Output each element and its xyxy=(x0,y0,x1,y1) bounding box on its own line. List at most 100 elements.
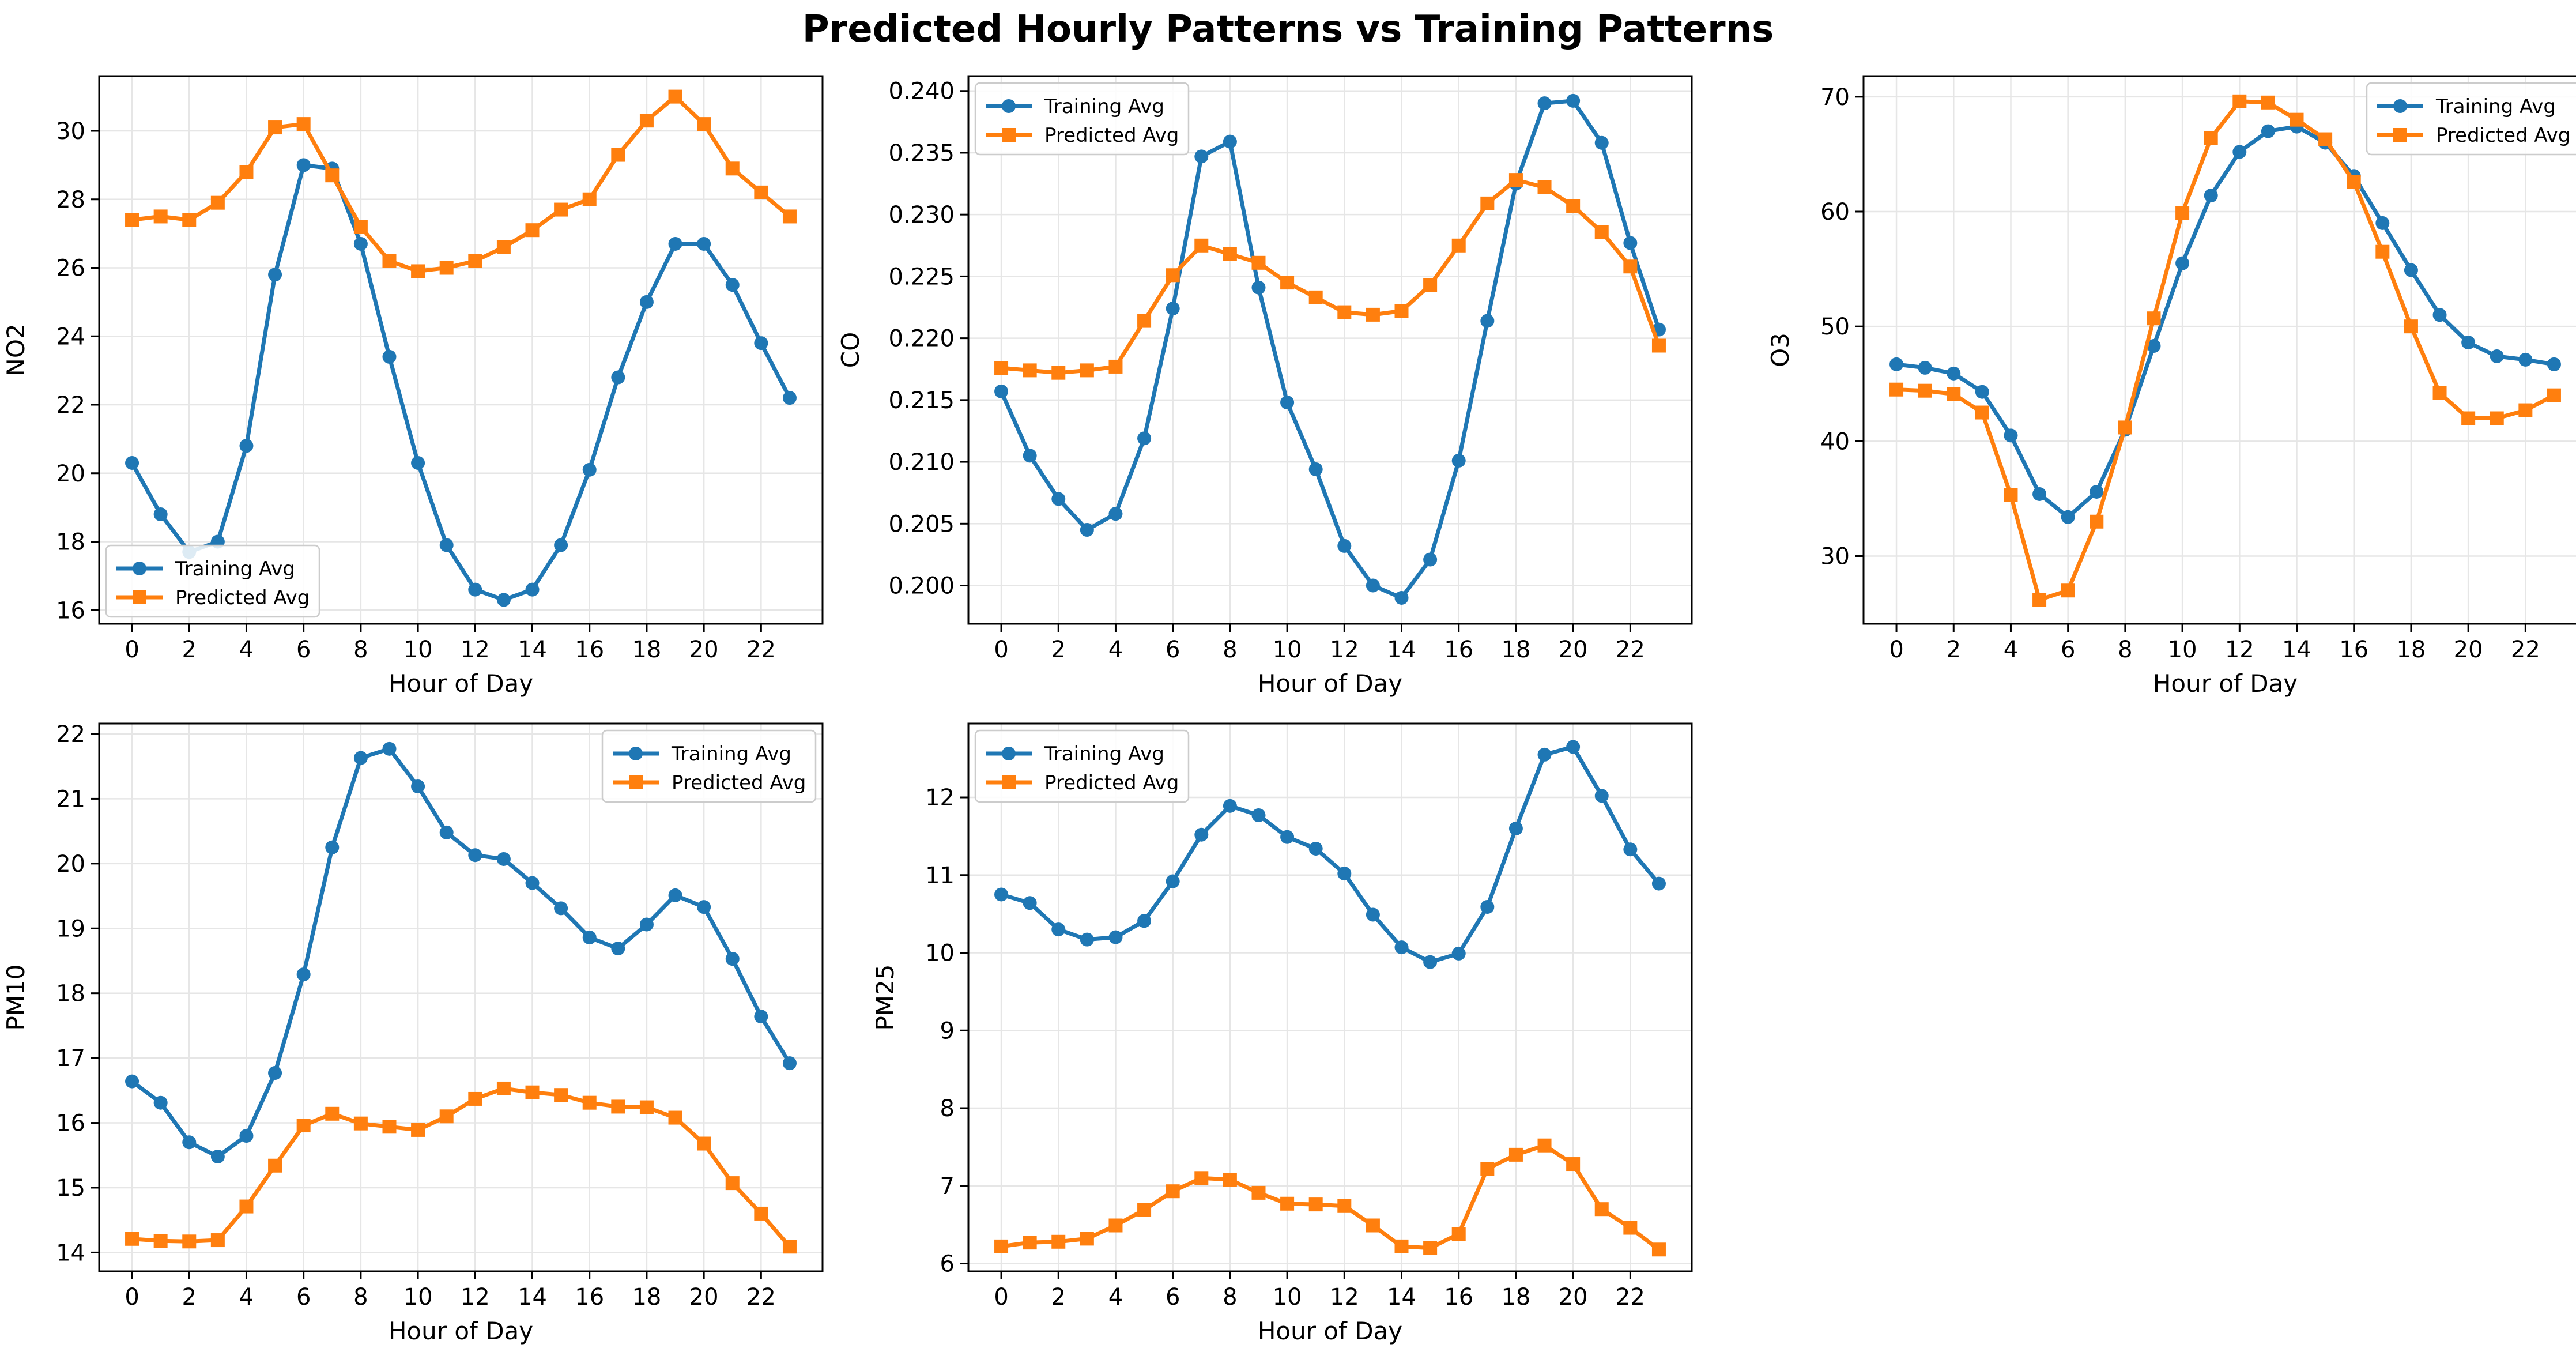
data-point xyxy=(994,384,1009,398)
data-point xyxy=(1566,1157,1581,1172)
data-point xyxy=(1223,134,1237,149)
data-point xyxy=(1889,357,1904,371)
data-point xyxy=(1947,366,1961,381)
y-axis-label: O3 xyxy=(1766,333,1794,367)
y-tick-label: 14 xyxy=(56,1240,85,1266)
data-point xyxy=(468,848,482,863)
data-point xyxy=(1166,268,1180,283)
data-point xyxy=(411,1123,425,1137)
data-point xyxy=(325,840,340,854)
data-point xyxy=(2347,175,2361,189)
y-tick-label: 20 xyxy=(56,461,85,487)
legend-swatch-marker xyxy=(1002,747,1016,760)
data-point xyxy=(725,161,740,176)
data-point xyxy=(2547,388,2561,402)
data-point xyxy=(725,278,740,292)
data-point xyxy=(611,370,625,385)
data-point xyxy=(2061,510,2075,524)
legend-label: Training Avg xyxy=(175,558,295,581)
data-point xyxy=(1166,302,1180,316)
x-axis-label: Hour of Day xyxy=(389,669,533,698)
x-tick-label: 10 xyxy=(403,1284,433,1310)
data-point xyxy=(1566,93,1581,108)
data-point xyxy=(1223,1172,1237,1187)
data-point xyxy=(2518,403,2533,417)
data-point xyxy=(2490,349,2504,363)
data-point xyxy=(353,751,368,765)
data-point xyxy=(325,1106,340,1121)
legend-label: Training Avg xyxy=(2435,95,2556,118)
data-point xyxy=(2147,339,2161,353)
data-point xyxy=(1308,290,1323,304)
data-point xyxy=(1623,259,1638,274)
data-point xyxy=(639,114,654,128)
data-point xyxy=(754,185,768,199)
data-point xyxy=(439,538,454,552)
x-tick-label: 16 xyxy=(2339,637,2368,663)
data-point xyxy=(1137,914,1152,928)
data-point xyxy=(782,1056,797,1071)
data-point xyxy=(382,349,397,364)
data-point xyxy=(496,852,511,866)
data-point xyxy=(1337,538,1352,553)
data-point xyxy=(239,1199,254,1214)
data-point xyxy=(1023,1236,1037,1250)
y-tick-label: 28 xyxy=(56,187,85,213)
y-tick-label: 22 xyxy=(56,392,85,419)
x-axis-label: Hour of Day xyxy=(389,1317,533,1345)
y-tick-label: 18 xyxy=(56,981,85,1007)
y-tick-label: 20 xyxy=(56,851,85,878)
data-point xyxy=(239,1129,254,1143)
y-tick-label: 0.205 xyxy=(888,511,955,537)
data-point xyxy=(1451,1227,1466,1241)
data-point xyxy=(1423,1241,1438,1255)
data-point xyxy=(125,1074,139,1089)
y-tick-label: 9 xyxy=(940,1018,955,1044)
data-point xyxy=(353,236,368,251)
data-point xyxy=(1537,1138,1552,1153)
x-tick-label: 8 xyxy=(353,637,368,663)
data-point xyxy=(1194,1171,1209,1185)
data-point xyxy=(325,168,340,183)
data-point xyxy=(2232,145,2247,159)
x-tick-label: 0 xyxy=(1889,637,1903,663)
data-point xyxy=(782,391,797,405)
data-point xyxy=(1594,1202,1609,1217)
data-point xyxy=(1537,96,1552,111)
data-point xyxy=(668,89,682,104)
x-tick-label: 18 xyxy=(2396,637,2426,663)
data-point xyxy=(182,1135,197,1150)
data-point xyxy=(1251,255,1266,270)
data-point xyxy=(296,1119,311,1133)
data-point xyxy=(496,240,511,254)
legend: Training Avg Predicted Avg xyxy=(105,544,320,618)
y-tick-label: 7 xyxy=(940,1173,955,1200)
data-point xyxy=(1508,1147,1523,1162)
data-point xyxy=(1051,1234,1066,1249)
x-tick-label: 14 xyxy=(2282,637,2311,663)
data-point xyxy=(1223,799,1237,813)
data-point xyxy=(2375,244,2390,259)
x-tick-label: 22 xyxy=(1616,1284,1645,1310)
x-tick-label: 20 xyxy=(1559,1284,1588,1310)
data-point xyxy=(1651,876,1666,891)
data-point xyxy=(1166,1184,1180,1199)
data-point xyxy=(296,117,311,131)
x-tick-label: 16 xyxy=(1444,1284,1473,1310)
x-tick-label: 2 xyxy=(182,1284,197,1310)
data-point xyxy=(1451,238,1466,253)
data-point xyxy=(496,1081,511,1095)
x-tick-label: 4 xyxy=(239,1284,254,1310)
data-point xyxy=(2432,386,2447,400)
data-point xyxy=(1194,238,1209,253)
data-point xyxy=(2518,352,2533,367)
data-point xyxy=(2147,311,2161,326)
data-point xyxy=(1223,247,1237,261)
data-point xyxy=(554,1088,568,1102)
data-point xyxy=(697,236,711,251)
series-line xyxy=(131,1086,791,1248)
data-point xyxy=(1623,236,1638,250)
x-tick-label: 6 xyxy=(296,637,311,663)
data-point xyxy=(1480,1162,1495,1176)
x-tick-label: 6 xyxy=(296,1284,311,1310)
